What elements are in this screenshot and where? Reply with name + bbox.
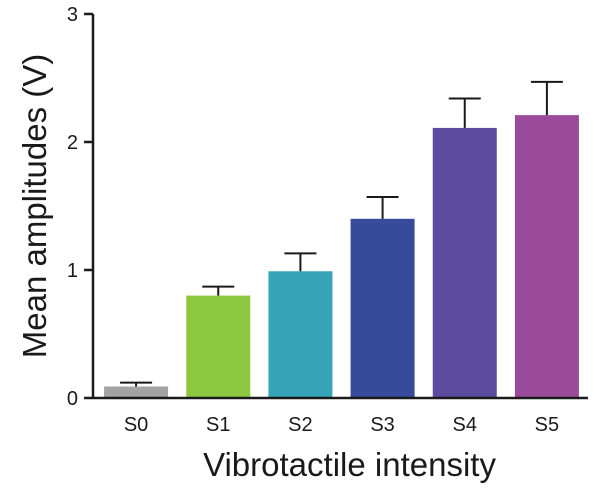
- bar-s5: [514, 115, 579, 399]
- bar-s4: [432, 127, 497, 399]
- y-tick-label: 1: [67, 260, 78, 282]
- x-tick-label-s1: S1: [206, 414, 230, 436]
- error-bars: [120, 80, 563, 387]
- y-tick-label: 3: [67, 4, 78, 26]
- y-tick-label: 0: [67, 388, 78, 410]
- x-tick-label-s2: S2: [288, 414, 312, 436]
- bar-s2: [268, 271, 333, 398]
- y-axis-title: Mean amplitudes (V): [16, 54, 53, 358]
- bars: [104, 115, 579, 399]
- bar-s0: [104, 386, 169, 398]
- x-tick-label-s0: S0: [124, 414, 148, 436]
- bar-s1: [186, 295, 251, 398]
- x-tick-labels: S0 S1 S2 S3 S4 S5: [124, 414, 559, 436]
- x-axis-title: Vibrotactile intensity: [203, 446, 496, 483]
- y-axis: 0 1 2 3: [67, 4, 95, 410]
- x-tick-label-s5: S5: [535, 414, 559, 436]
- y-tick-label: 2: [67, 132, 78, 154]
- bar-s3: [350, 218, 415, 398]
- x-tick-label-s4: S4: [453, 414, 477, 436]
- x-tick-label-s3: S3: [370, 414, 394, 436]
